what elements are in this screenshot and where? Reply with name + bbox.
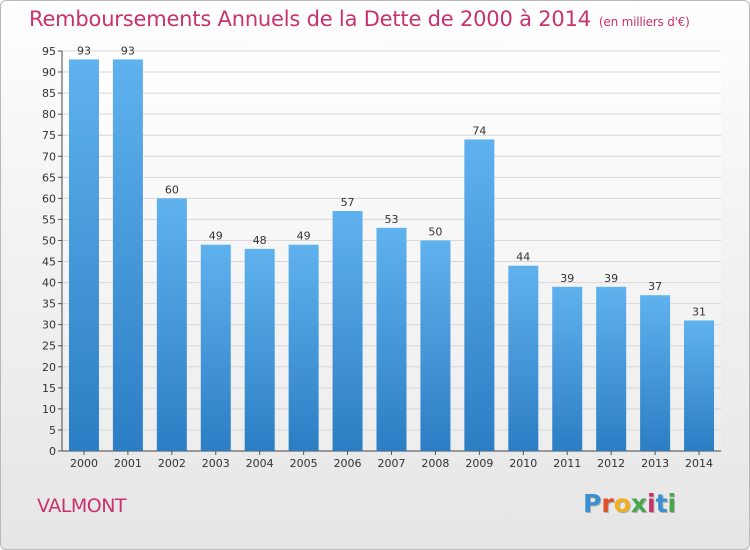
x-tick-label: 2000 — [70, 457, 98, 470]
bar-value-label: 57 — [341, 196, 355, 209]
x-tick-label: 2014 — [685, 457, 713, 470]
bar — [420, 240, 451, 451]
bar — [464, 139, 495, 451]
bar-value-label: 49 — [209, 230, 223, 243]
bar-value-label: 50 — [428, 225, 442, 238]
x-tick-label: 2011 — [553, 457, 581, 470]
chart-title-text: Remboursements Annuels de la Dette de 20… — [29, 7, 591, 31]
bar — [112, 59, 143, 451]
logo-letter: P — [583, 489, 602, 518]
bar-value-label: 60 — [165, 183, 179, 196]
x-tick-label: 2005 — [290, 457, 318, 470]
bar — [684, 320, 715, 451]
x-tick-label: 2013 — [641, 457, 669, 470]
x-tick-label: 2004 — [246, 457, 274, 470]
bar — [376, 227, 407, 451]
bar — [200, 244, 231, 451]
bar-value-label: 53 — [385, 213, 399, 226]
bar — [552, 286, 583, 451]
x-tick-label: 2012 — [597, 457, 625, 470]
bar — [640, 295, 671, 451]
bar-value-label: 39 — [604, 272, 618, 285]
bar — [244, 248, 275, 451]
y-tick-label: 85 — [42, 87, 56, 100]
bar-value-label: 93 — [121, 44, 135, 57]
bar-value-label: 31 — [692, 305, 706, 318]
y-tick-label: 65 — [42, 171, 56, 184]
y-tick-label: 55 — [42, 213, 56, 226]
y-tick-label: 30 — [42, 319, 56, 332]
bar-value-label: 49 — [297, 230, 311, 243]
y-tick-label: 10 — [42, 403, 56, 416]
chart-subtitle: (en milliers d'€) — [598, 15, 690, 29]
bar-value-label: 37 — [648, 280, 662, 293]
bar — [68, 59, 99, 451]
bar — [596, 286, 627, 451]
x-tick-label: 2002 — [158, 457, 186, 470]
logo-letter: r — [601, 489, 614, 518]
bar — [288, 244, 319, 451]
y-tick-label: 40 — [42, 277, 56, 290]
commune-name: VALMONT — [37, 495, 127, 517]
bar-value-label: 93 — [77, 44, 91, 57]
x-tick-label: 2001 — [114, 457, 142, 470]
y-tick-label: 50 — [42, 234, 56, 247]
logo-letter: i — [647, 489, 656, 518]
logo-letter: x — [630, 489, 647, 518]
x-tick-label: 2003 — [202, 457, 230, 470]
bar-value-label: 39 — [560, 272, 574, 285]
logo-letter: t — [655, 489, 668, 518]
y-tick-label: 75 — [42, 129, 56, 142]
y-tick-label: 35 — [42, 298, 56, 311]
y-tick-label: 45 — [42, 256, 56, 269]
logo-letter: i — [667, 489, 677, 518]
y-tick-label: 80 — [42, 108, 56, 121]
x-tick-label: 2008 — [421, 457, 449, 470]
y-tick-label: 95 — [42, 45, 56, 58]
bar-value-label: 44 — [516, 251, 530, 264]
y-tick-label: 25 — [42, 340, 56, 353]
bar-value-label: 74 — [472, 124, 486, 137]
y-tick-label: 5 — [49, 424, 56, 437]
x-tick-label: 2009 — [465, 457, 493, 470]
y-tick-label: 70 — [42, 150, 56, 163]
y-tick-label: 90 — [42, 66, 56, 79]
logo-letter: o — [613, 489, 631, 518]
bar — [332, 211, 363, 451]
proxiti-logo: Proxiti — [583, 489, 676, 518]
y-tick-label: 20 — [42, 361, 56, 374]
y-tick-label: 15 — [42, 382, 56, 395]
chart-title: Remboursements Annuels de la Dette de 20… — [29, 7, 690, 31]
x-tick-label: 2006 — [334, 457, 362, 470]
bar-value-label: 48 — [253, 234, 267, 247]
y-tick-label: 60 — [42, 192, 56, 205]
x-tick-label: 2007 — [378, 457, 406, 470]
x-tick-label: 2010 — [509, 457, 537, 470]
bar — [508, 265, 539, 451]
y-tick-label: 0 — [49, 445, 56, 458]
bar — [156, 198, 187, 451]
